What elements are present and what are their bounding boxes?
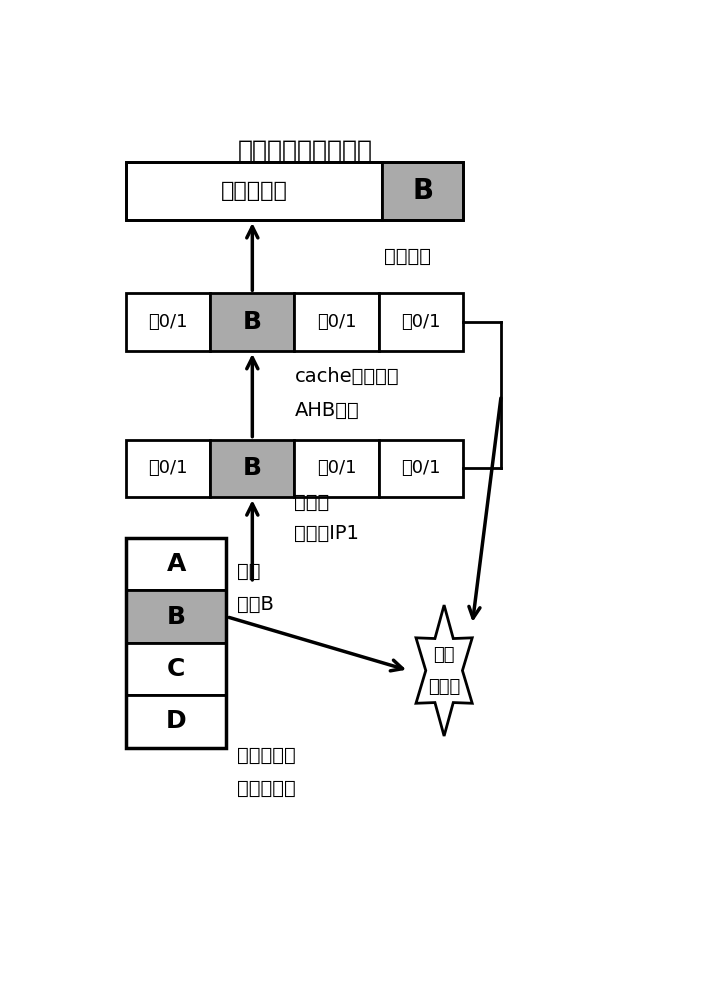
Bar xyxy=(382,162,463,220)
Text: 字节截取: 字节截取 xyxy=(384,247,431,266)
Bar xyxy=(379,440,463,497)
Bar xyxy=(295,293,379,351)
Bar xyxy=(126,590,227,643)
Text: 访问: 访问 xyxy=(237,562,261,581)
Bar xyxy=(126,538,227,748)
Text: B: B xyxy=(412,177,433,205)
Text: 符号位扩展: 符号位扩展 xyxy=(220,181,287,201)
Text: D: D xyxy=(166,709,187,733)
Bar xyxy=(126,162,463,220)
Text: 不一致: 不一致 xyxy=(428,678,461,696)
Text: 存储器: 存储器 xyxy=(295,493,330,512)
Text: 中的数据值: 中的数据值 xyxy=(237,779,296,798)
Text: B: B xyxy=(243,310,262,334)
Bar xyxy=(379,293,463,351)
Text: 补0/1: 补0/1 xyxy=(317,313,357,331)
Bar xyxy=(126,293,210,351)
Text: 字节B: 字节B xyxy=(237,595,274,614)
Text: 处理器读回的数据值: 处理器读回的数据值 xyxy=(238,139,373,163)
Bar xyxy=(210,293,295,351)
Text: 数据: 数据 xyxy=(433,646,455,664)
Bar xyxy=(126,695,227,748)
Text: 控制器IP1: 控制器IP1 xyxy=(295,524,359,543)
Bar xyxy=(126,440,210,497)
Text: cache更新数据: cache更新数据 xyxy=(295,367,399,386)
Text: 补0/1: 补0/1 xyxy=(148,459,187,477)
Bar xyxy=(126,162,382,220)
Text: 补0/1: 补0/1 xyxy=(402,313,441,331)
Text: A: A xyxy=(166,552,186,576)
Text: B: B xyxy=(243,456,262,480)
Bar xyxy=(295,440,379,497)
Bar xyxy=(126,643,227,695)
Text: AHB总线: AHB总线 xyxy=(295,401,359,420)
Text: C: C xyxy=(167,657,185,681)
Text: B: B xyxy=(166,605,185,629)
Bar xyxy=(210,440,295,497)
Text: 外部存储器: 外部存储器 xyxy=(237,746,296,765)
Bar xyxy=(126,538,227,590)
Polygon shape xyxy=(416,605,472,736)
Text: 补0/1: 补0/1 xyxy=(402,459,441,477)
Text: 补0/1: 补0/1 xyxy=(317,459,357,477)
Text: 补0/1: 补0/1 xyxy=(148,313,187,331)
